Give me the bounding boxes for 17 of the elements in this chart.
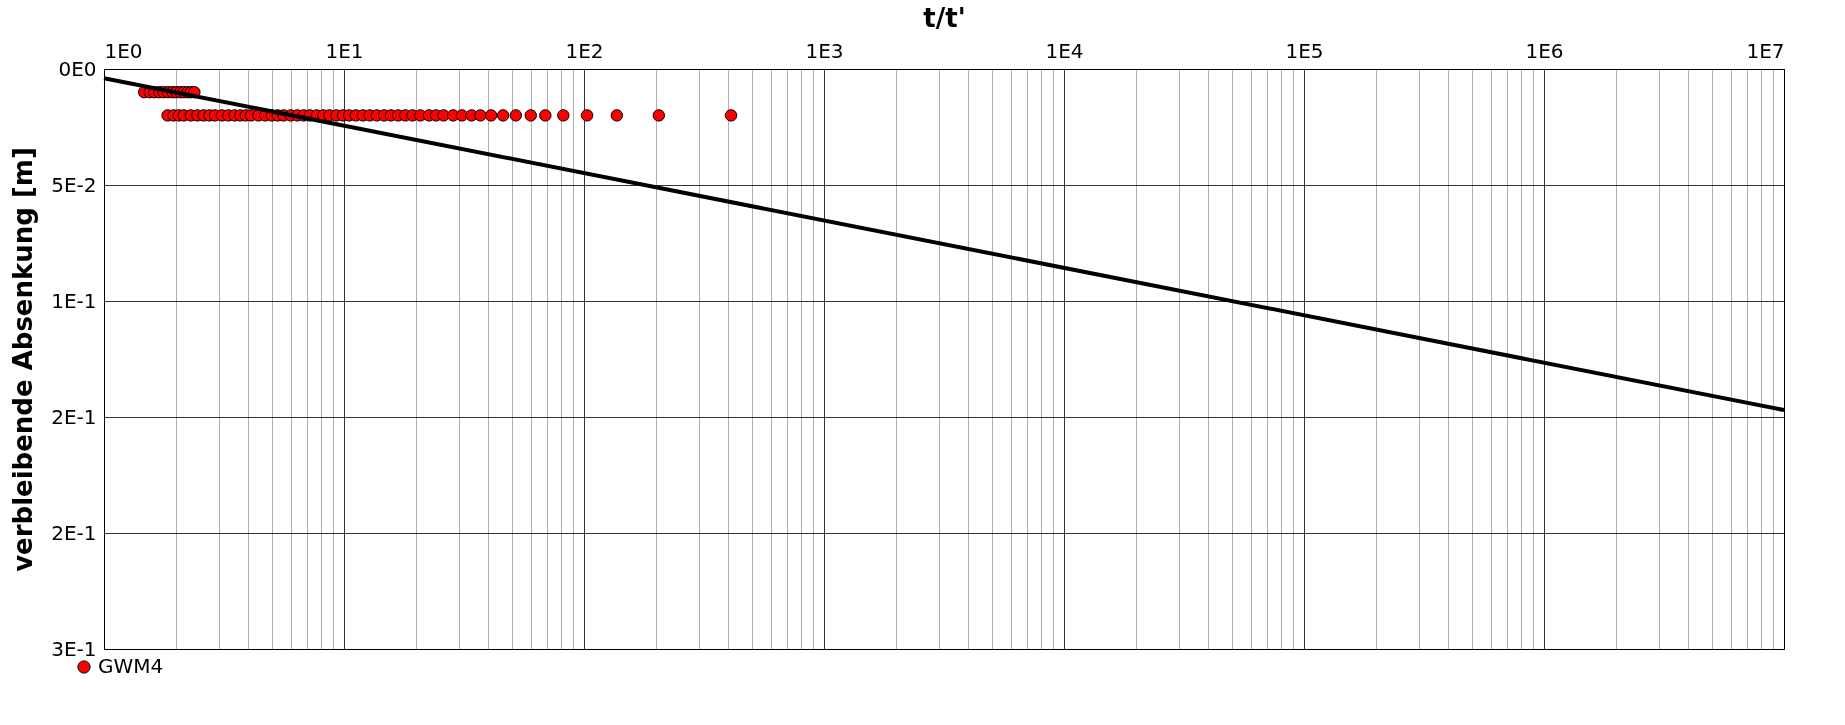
y-axis-title: verbleibende Absenkung [m] [8,147,39,572]
y-tick-label: 0E0 [58,56,97,81]
x-tick-label: 1E1 [325,38,364,63]
x-tick-label: 1E3 [805,38,844,63]
y-tick-label: 3E-1 [51,636,97,661]
x-tick-label: 1E5 [1285,38,1324,63]
y-tick-label: 5E-2 [51,172,97,197]
y-tick-label: 2E-1 [51,404,97,429]
y-tick-label: 1E-1 [51,288,97,313]
x-tick-label: 1E7 [1746,38,1785,63]
x-tick-label: 1E2 [565,38,604,63]
legend-label: GWM4 [98,654,164,678]
x-tick-label: 1E0 [104,38,143,63]
x-axis-title: t/t' [923,2,966,33]
x-tick-label: 1E6 [1525,38,1564,63]
y-tick-label: 2E-1 [51,520,97,545]
x-tick-label: 1E4 [1045,38,1084,63]
